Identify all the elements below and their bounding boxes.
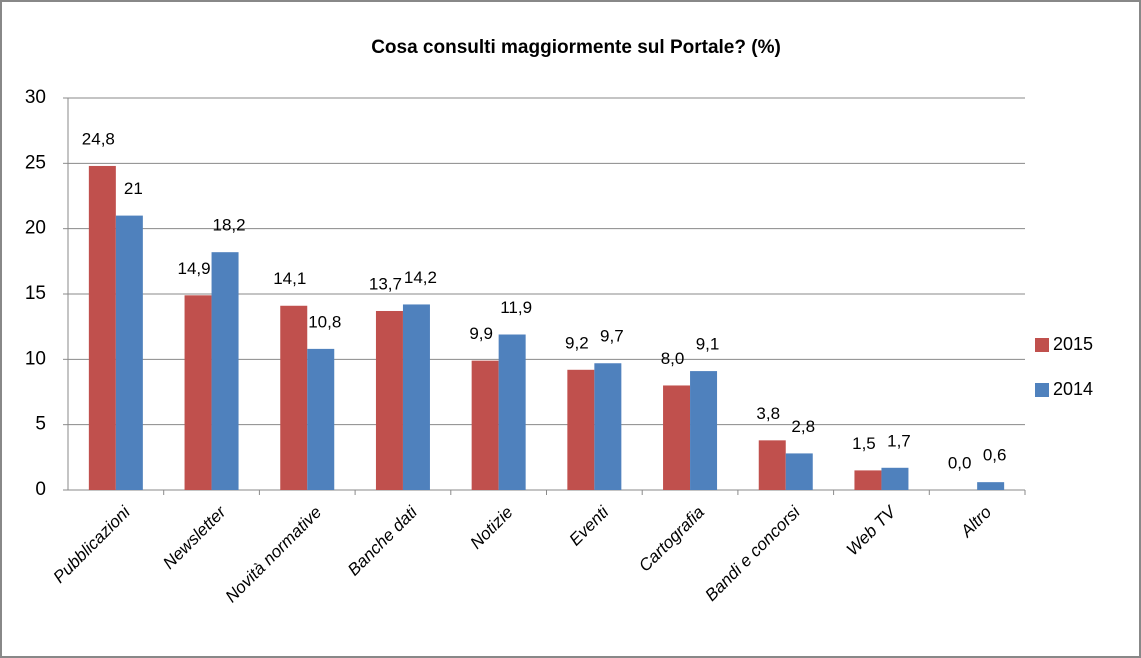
y-tick-label: 10: [25, 348, 46, 369]
legend-swatch: [1035, 338, 1049, 352]
bar: [375, 310, 403, 490]
bar: [280, 305, 308, 490]
bar: [758, 440, 786, 490]
bar: [977, 482, 1005, 490]
y-tick-label: 25: [25, 152, 46, 173]
value-label: 21: [124, 179, 143, 198]
bar: [881, 467, 909, 490]
y-tick-label: 15: [25, 283, 46, 304]
value-label: 9,9: [469, 324, 493, 343]
y-tick-label: 30: [25, 87, 46, 108]
bar: [690, 371, 718, 490]
value-label: 3,8: [756, 404, 780, 423]
value-label: 11,9: [500, 298, 532, 317]
legend-swatch: [1035, 383, 1049, 397]
value-label: 8,0: [661, 349, 685, 368]
value-label: 1,5: [852, 434, 876, 453]
value-label: 2,8: [791, 417, 815, 436]
value-label: 14,1: [273, 269, 306, 288]
y-tick-label: 20: [25, 218, 46, 239]
value-label: 10,8: [308, 312, 341, 331]
bar: [567, 369, 595, 490]
chart-title: Cosa consulti maggiormente sul Portale? …: [371, 37, 781, 58]
bar: [594, 363, 622, 490]
bar: [402, 304, 430, 490]
value-label: 14,9: [178, 259, 211, 278]
legend-label: 2014: [1053, 379, 1093, 399]
value-label: 0,6: [983, 446, 1007, 465]
y-tick-label: 0: [35, 479, 46, 500]
legend-label: 2015: [1053, 334, 1093, 354]
value-label: 9,1: [696, 335, 720, 354]
value-label: 24,8: [82, 129, 115, 148]
bar: [211, 252, 239, 490]
bar: [471, 360, 499, 490]
value-label: 1,7: [887, 431, 911, 450]
bar: [854, 470, 882, 490]
y-tick-label: 5: [35, 414, 46, 435]
bar: [663, 385, 691, 490]
value-label: 14,2: [404, 268, 437, 287]
value-label: 9,7: [600, 327, 624, 346]
value-label: 18,2: [213, 216, 246, 235]
value-label: 13,7: [369, 274, 402, 293]
bar: [115, 215, 143, 490]
value-label: 0,0: [948, 453, 972, 472]
bar: [88, 165, 116, 491]
bar: [307, 348, 335, 490]
bar: [498, 334, 526, 490]
bar: [184, 295, 212, 490]
bar: [785, 453, 813, 490]
value-label: 9,2: [565, 333, 589, 352]
